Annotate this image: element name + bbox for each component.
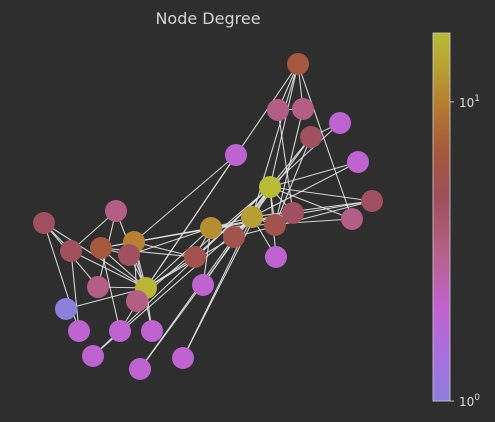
node <box>129 358 151 380</box>
edge <box>133 154 237 243</box>
node <box>300 126 322 148</box>
node <box>68 320 90 342</box>
edge <box>233 200 373 238</box>
edge <box>251 63 299 218</box>
node <box>267 99 289 121</box>
colorbar: 100 101 <box>432 32 480 409</box>
node <box>172 347 194 369</box>
node <box>87 276 109 298</box>
node <box>287 53 309 75</box>
node <box>126 290 148 312</box>
colorbar-frame <box>432 32 451 402</box>
edge <box>145 227 212 289</box>
edge <box>251 161 359 218</box>
edge <box>136 186 271 302</box>
edge <box>297 63 353 220</box>
node <box>347 151 369 173</box>
node <box>141 320 163 342</box>
node <box>118 244 140 266</box>
node <box>225 144 247 166</box>
colorbar-ticks: 100 101 <box>450 94 480 409</box>
chart-title: Node Degree <box>155 9 260 28</box>
colorbar-tick-label: 101 <box>459 94 480 110</box>
node <box>341 208 363 230</box>
edge <box>274 136 312 226</box>
nodes-layer <box>33 53 383 380</box>
node <box>184 246 206 268</box>
node <box>361 190 383 212</box>
node <box>200 217 222 239</box>
edge <box>100 227 212 249</box>
node <box>292 98 314 120</box>
edge <box>251 136 312 218</box>
edges-layer <box>43 63 373 370</box>
edge <box>269 63 299 188</box>
node <box>241 206 263 228</box>
colorbar-gradient <box>433 33 450 401</box>
colorbar-tick-label: 100 <box>459 393 480 409</box>
node <box>329 112 351 134</box>
edge <box>70 250 80 332</box>
node <box>192 274 214 296</box>
edge <box>251 200 373 218</box>
edge <box>277 109 294 214</box>
node <box>265 246 287 268</box>
edge <box>70 250 147 289</box>
node <box>223 226 245 248</box>
node <box>55 298 77 320</box>
node <box>109 320 131 342</box>
edge <box>269 186 373 202</box>
edge <box>128 227 212 256</box>
node <box>60 240 82 262</box>
node <box>90 237 112 259</box>
node <box>105 200 127 222</box>
node <box>282 202 304 224</box>
node <box>82 345 104 367</box>
node <box>259 176 281 198</box>
node <box>33 212 55 234</box>
edge <box>269 186 353 220</box>
node <box>264 214 286 236</box>
edge <box>100 247 196 258</box>
